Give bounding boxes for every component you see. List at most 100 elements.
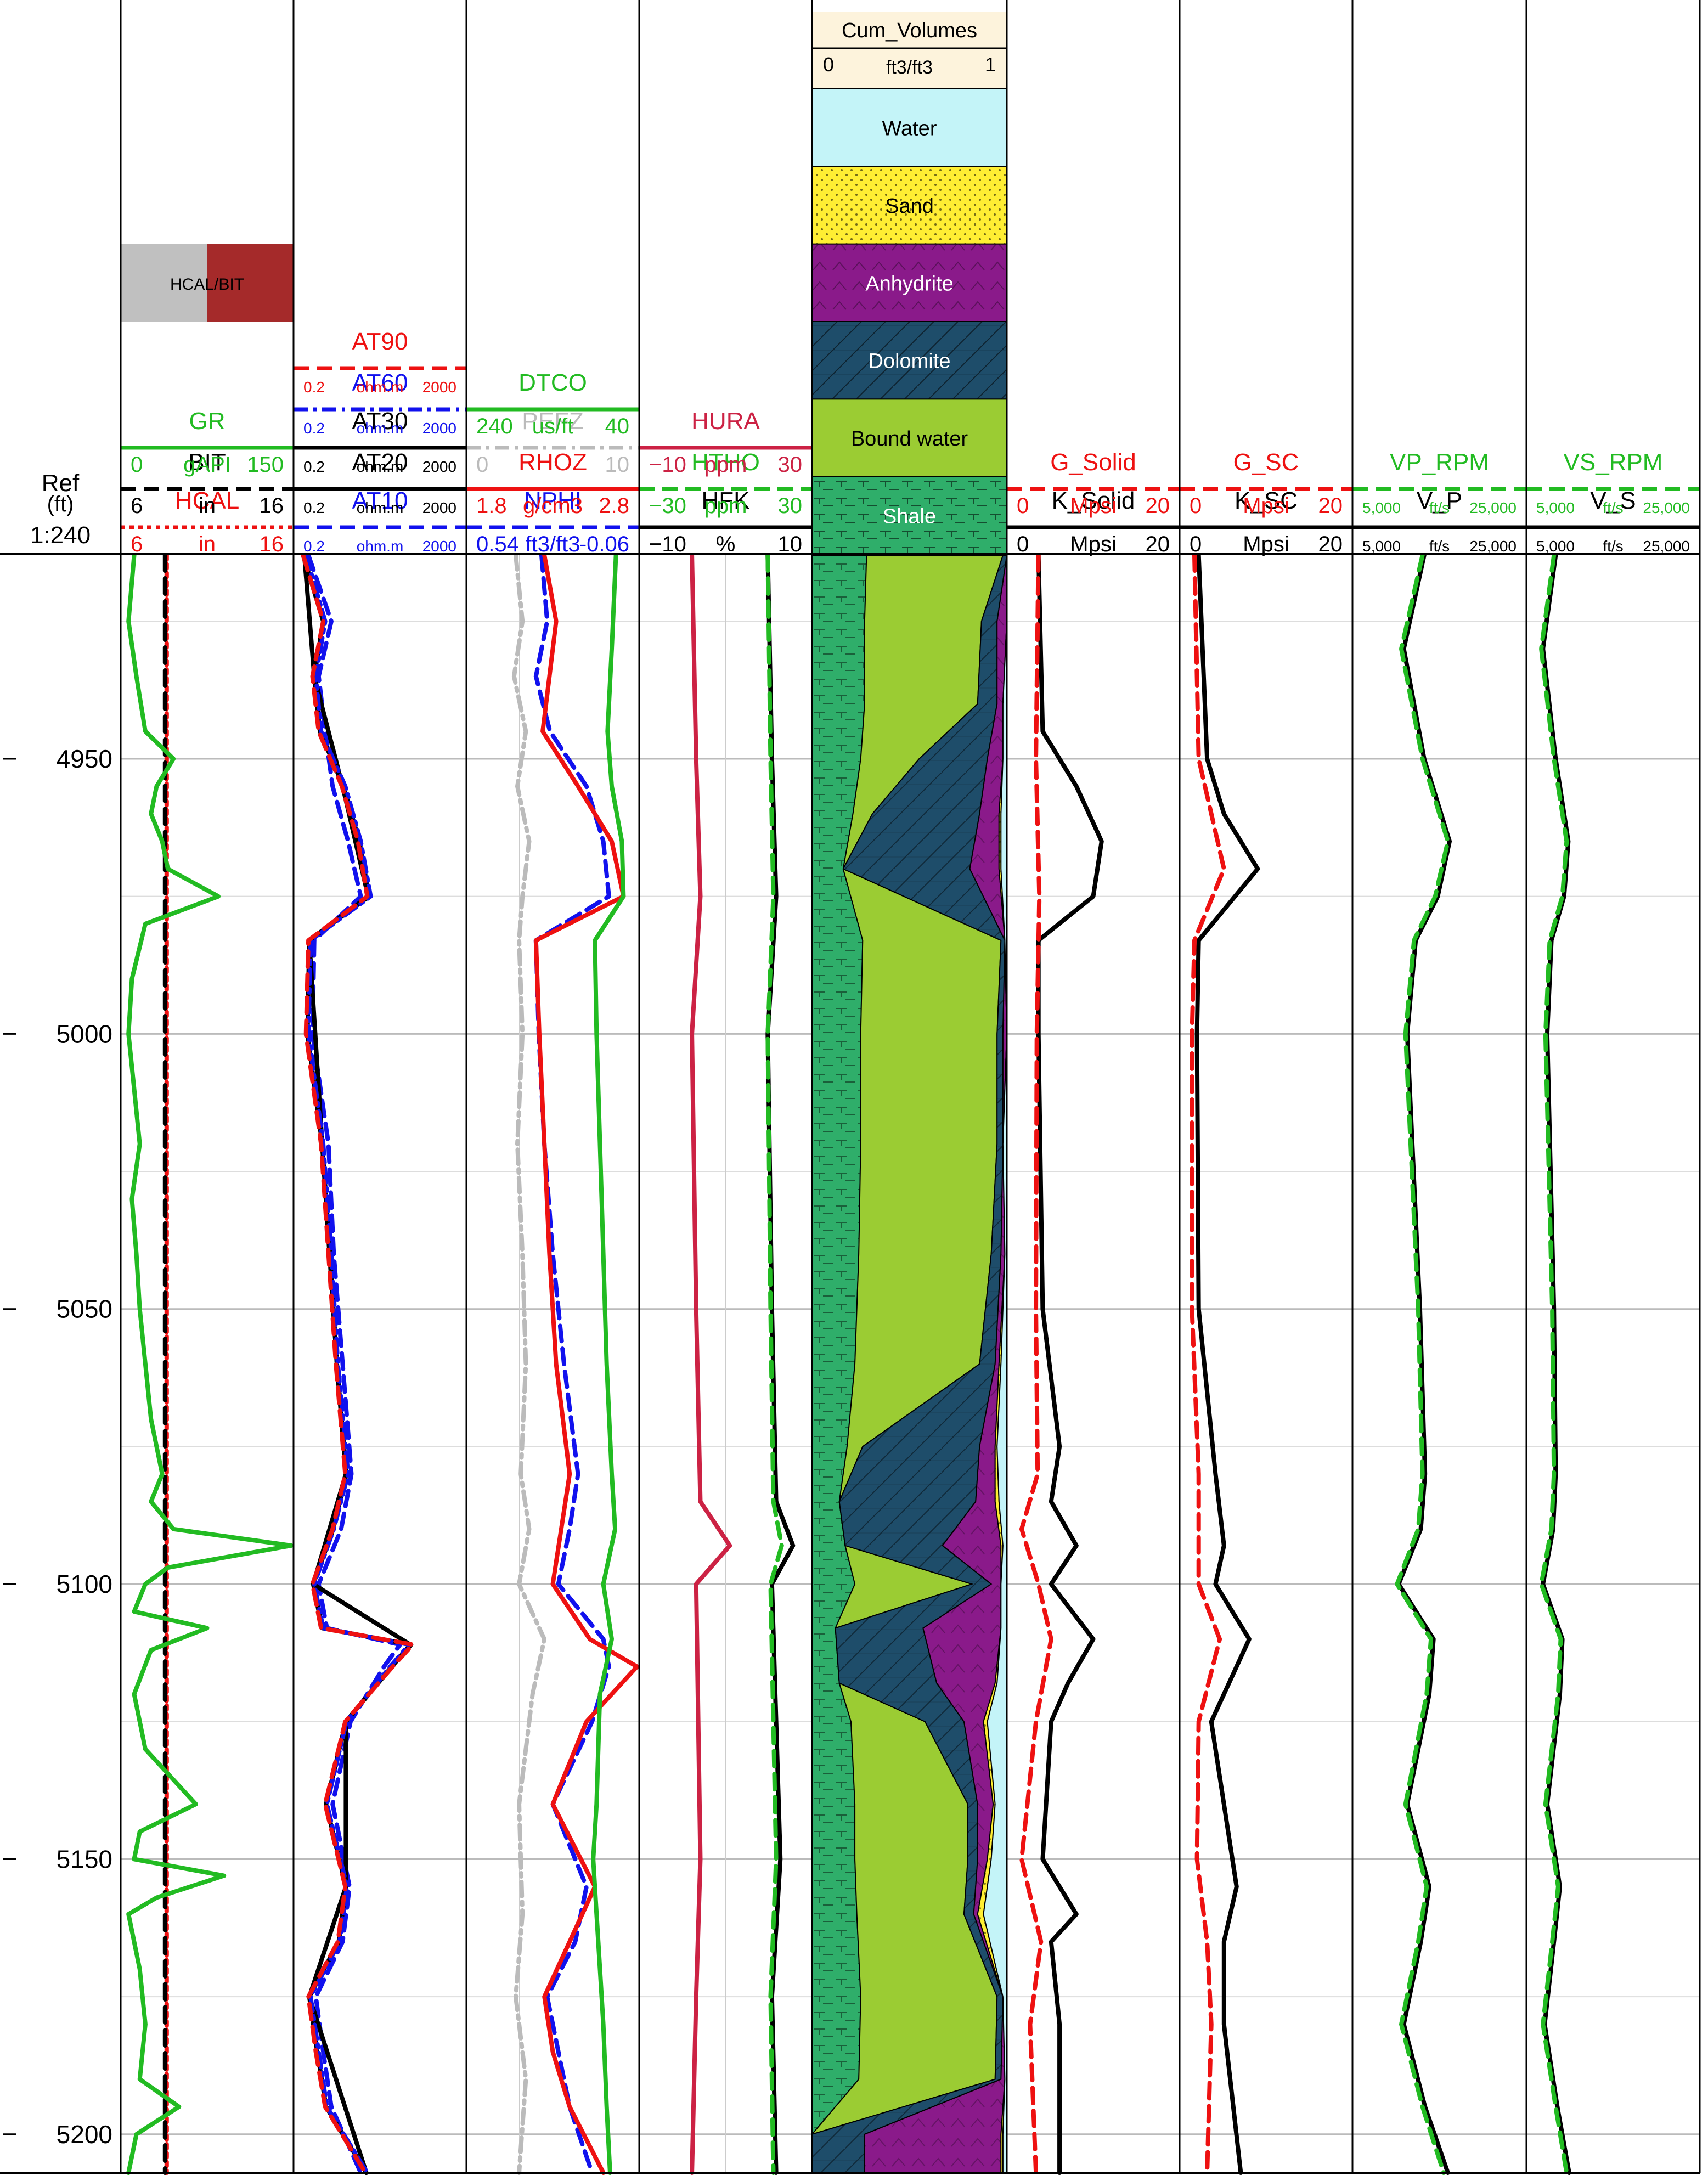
hcal-bit-label: HCAL/BIT — [170, 275, 244, 294]
curve-max-at20: 2000 — [422, 499, 456, 516]
curve-max-at60: 2000 — [422, 420, 456, 437]
curve-min-v-s: 5,000 — [1536, 538, 1575, 555]
curve-name-at20: AT20 — [352, 449, 408, 476]
legend-label-water: Water — [882, 117, 937, 140]
curve-rhoz — [533, 553, 639, 2175]
curve-max-hfk: 10 — [778, 532, 803, 556]
curve-v-p — [1396, 553, 1452, 2175]
curve-name-vp-rpm: VP_RPM — [1390, 449, 1489, 476]
legend-label-sand: Sand — [885, 195, 934, 218]
curve-max-at90: 2000 — [422, 379, 456, 396]
curve-unit-vp-rpm: ft/s — [1429, 499, 1450, 516]
curve-min-hcal: 6 — [131, 532, 143, 556]
curve-unit-dtco: us/ft — [532, 414, 574, 438]
curve-hfk — [765, 553, 796, 2175]
lithology-fills — [811, 555, 1008, 2173]
curve-name-v-s: V_S — [1590, 487, 1636, 514]
curve-name-hcal: HCAL — [175, 487, 239, 514]
curve-name-k-sc: K_SC — [1235, 487, 1298, 514]
curve-name-htho: HTHO — [691, 449, 760, 476]
curve-name-pefz: PEFZ — [522, 408, 583, 435]
curve-min-dtco: 240 — [476, 414, 513, 438]
hcal-bit-swatch-left — [121, 244, 207, 322]
curve-name-bit: BIT — [188, 449, 226, 476]
curve-unit-g-solid: Mpsi — [1070, 494, 1116, 518]
depth-tick-label: 5100 — [57, 1570, 112, 1598]
cum-volumes-header-bg — [812, 12, 1007, 89]
legend-swatch-water — [812, 89, 1007, 167]
legend-pattern-dolomite — [812, 322, 1007, 399]
depth-tick-label: 5150 — [57, 1845, 112, 1873]
curve-max-at30: 2000 — [422, 458, 456, 475]
curve-unit-hura: ppm — [704, 453, 747, 477]
curve-max-dtco: 40 — [605, 414, 630, 438]
curve-name-rhoz: RHOZ — [518, 449, 587, 476]
curve-max-vs-rpm: 25,000 — [1643, 499, 1690, 516]
curve-v-s — [1541, 553, 1571, 2175]
curve-min-k-solid: 0 — [1017, 532, 1029, 556]
track-header-min: 0 — [823, 53, 834, 76]
curve-min-hfk: −10 — [649, 532, 686, 556]
curve-unit-v-p: ft/s — [1429, 538, 1450, 555]
curve-unit-g-sc: Mpsi — [1243, 494, 1289, 518]
curve-htho — [765, 553, 784, 2175]
legend-pattern-sand — [812, 166, 1007, 244]
depth-tick-label: 5000 — [57, 1019, 112, 1048]
curve-unit-at10: ohm.m — [357, 538, 404, 555]
curve-max-at10: 2000 — [422, 538, 456, 555]
curve-at30 — [301, 553, 414, 2175]
curve-unit-k-solid: Mpsi — [1070, 532, 1116, 556]
legend-label-shale: Shale — [883, 505, 936, 528]
log-curves — [126, 553, 1571, 2175]
curve-unit-v-s: ft/s — [1603, 538, 1623, 555]
curve-min-at90: 0.2 — [303, 379, 325, 396]
curve-min-g-solid: 0 — [1017, 494, 1029, 518]
curve-unit-gr: gAPI — [183, 453, 231, 477]
curve-min-vs-rpm: 5,000 — [1536, 499, 1575, 516]
curve-pefz — [511, 553, 547, 2175]
curve-min-rhoz: 1.8 — [476, 494, 507, 518]
curve-vs-rpm — [1539, 553, 1569, 2175]
curve-min-vp-rpm: 5,000 — [1362, 499, 1401, 516]
legend-swatch-bound-water — [812, 399, 1007, 477]
lithology-pattern-dolomite — [812, 555, 1007, 2173]
curve-at10 — [306, 553, 403, 2175]
curve-min-pefz: 0 — [476, 453, 488, 477]
curve-max-bit: 16 — [260, 494, 284, 518]
curve-g-solid — [1019, 553, 1053, 2175]
curve-name-g-sc: G_SC — [1233, 449, 1299, 476]
curve-name-hura: HURA — [691, 408, 760, 435]
curve-name-nphi: NPHI — [524, 487, 582, 514]
curve-max-htho: 30 — [778, 494, 803, 518]
curve-name-v-p: V_P — [1417, 487, 1462, 514]
legend-pattern-anhydrite — [812, 244, 1007, 322]
curve-max-v-p: 25,000 — [1469, 538, 1517, 555]
curve-max-k-sc: 20 — [1318, 532, 1343, 556]
legend-label-anhydrite: Anhydrite — [865, 272, 954, 295]
legend-label-bound-water: Bound water — [851, 427, 968, 450]
curve-dtco — [591, 553, 626, 2175]
curve-at20 — [302, 553, 413, 2175]
curve-min-g-sc: 0 — [1190, 494, 1202, 518]
depth-axis-label: Ref — [42, 470, 80, 497]
depth-tick-label: 5050 — [57, 1295, 112, 1323]
curve-hura — [690, 553, 732, 2175]
curve-min-gr: 0 — [131, 453, 143, 477]
track-header-unit: ft3/ft3 — [886, 57, 933, 78]
depth-axis: Ref(ft) 1:240 4950 5000 5050 5100 5150 5200 — [3, 470, 112, 2149]
track-headers: HCAL/BIT HCAL 6 in 16 BIT 6 in 16 GR 0 gAPI 150 AT10 0… — [121, 12, 1700, 556]
curve-max-g-sc: 20 — [1318, 494, 1343, 518]
curve-gr — [126, 553, 294, 2175]
curve-max-hcal: 16 — [260, 532, 284, 556]
curve-max-hura: 30 — [778, 453, 803, 477]
curve-name-vs-rpm: VS_RPM — [1564, 449, 1663, 476]
track-header-name: Cum_Volumes — [842, 19, 977, 42]
curve-min-k-sc: 0 — [1190, 532, 1202, 556]
curve-min-hura: −10 — [649, 453, 686, 477]
curve-max-vp-rpm: 25,000 — [1469, 499, 1517, 516]
curve-max-nphi: -0.06 — [579, 532, 629, 556]
curve-unit-nphi: ft3/ft3 — [525, 532, 580, 556]
depth-tick-label: 5200 — [57, 2120, 112, 2149]
curve-k-sc — [1194, 553, 1260, 2175]
